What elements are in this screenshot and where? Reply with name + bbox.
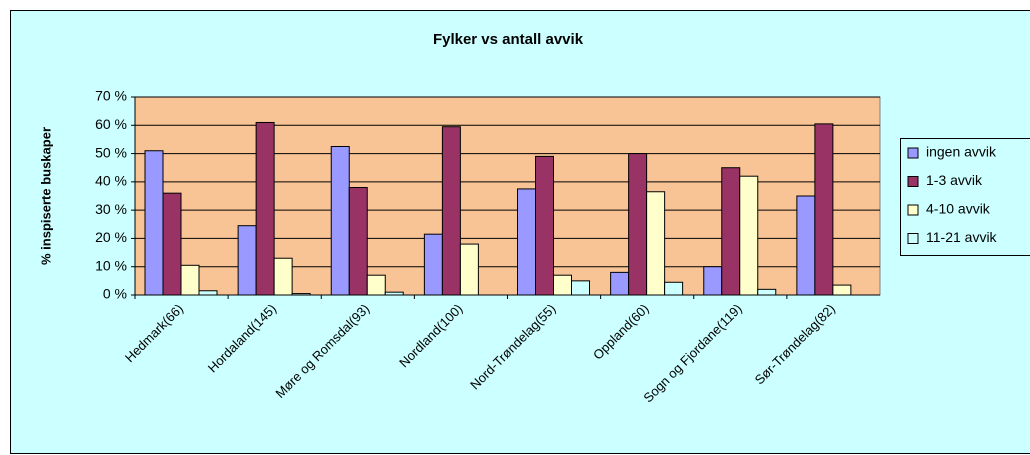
y-axis-label: % inspiserte buskaper [38, 127, 53, 265]
bar [553, 274, 572, 296]
y-tick-label: 40 % [95, 173, 127, 189]
bar [255, 121, 275, 296]
y-tick-label: 30 % [95, 201, 127, 217]
legend-label: 4-10 avvik [926, 201, 991, 217]
bar [535, 155, 554, 296]
legend-label: ingen avvik [926, 144, 997, 160]
legend-swatch [907, 147, 919, 159]
legend-label: 11-21 avvik [926, 229, 998, 245]
bar [423, 233, 443, 296]
legend-label: 1-3 avvik [926, 172, 983, 188]
bar [366, 274, 386, 296]
bar [162, 192, 182, 296]
bar [832, 284, 852, 296]
bar [237, 225, 257, 296]
y-tick-label: 10 % [95, 257, 127, 273]
bar [180, 264, 200, 296]
bar [814, 123, 834, 296]
bar [610, 271, 630, 296]
bar [721, 167, 741, 296]
bar [703, 266, 723, 296]
y-tick-label: 50 % [95, 144, 127, 160]
bar [739, 175, 759, 296]
legend-swatch [907, 204, 919, 216]
bar [796, 195, 816, 296]
y-tick-label: 20 % [95, 229, 127, 245]
bar [757, 288, 777, 296]
legend-swatch [907, 233, 919, 244]
bar [330, 146, 350, 296]
y-tick-label: 70 % [95, 88, 127, 104]
bar [441, 126, 461, 296]
bar [571, 280, 590, 296]
bar [348, 187, 368, 296]
bar [273, 257, 293, 296]
legend-box [900, 138, 1030, 256]
y-tick-label: 60 % [95, 116, 127, 132]
y-tick-label: 0 % [103, 286, 127, 302]
bar [198, 290, 218, 296]
bar [517, 188, 536, 296]
legend-swatch [907, 176, 919, 187]
bar [144, 150, 164, 296]
bar [628, 153, 648, 296]
bar [646, 191, 666, 296]
bar [459, 243, 479, 296]
bar [664, 281, 684, 296]
chart-title: Fylker vs antall avvik [433, 31, 584, 48]
